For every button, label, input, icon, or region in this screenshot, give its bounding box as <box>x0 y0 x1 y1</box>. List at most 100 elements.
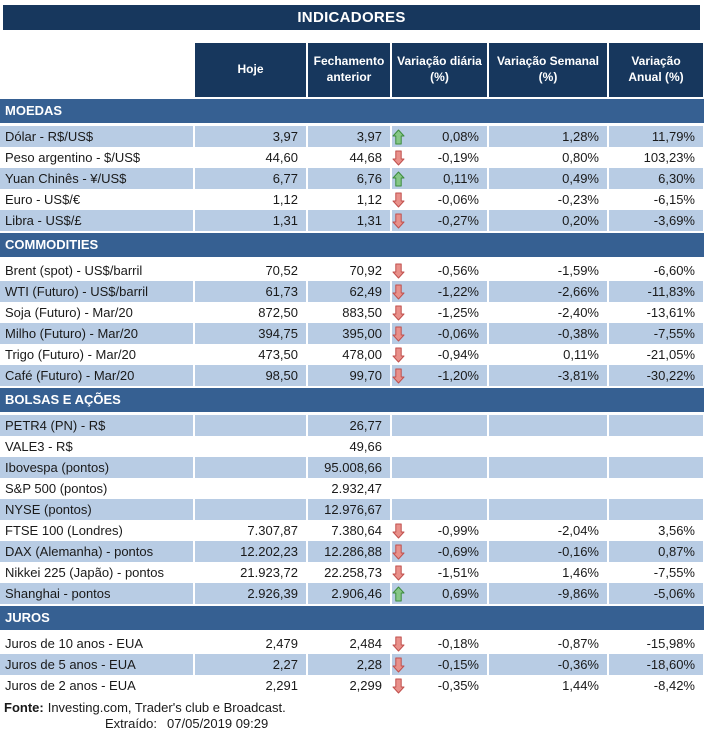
cell-hoje: 3,97 <box>195 126 306 147</box>
variacao-diaria-value: 0,08% <box>442 129 479 144</box>
cell-hoje: 6,77 <box>195 168 306 189</box>
col-header-fechamento-anterior: Fechamento anterior <box>308 43 390 97</box>
cell-variacao-anual: -7,55% <box>609 323 703 344</box>
row-label: Brent (spot) - US$/barril <box>5 263 143 278</box>
cell-variacao-diaria: 0,08% <box>392 126 487 147</box>
cell-variacao-diaria: -0,18% <box>392 633 487 654</box>
table-row: S&P 500 (pontos) 2.932,47 <box>0 478 704 499</box>
cell-variacao-diaria: -1,22% <box>392 281 487 302</box>
cell-fechamento: 6,76 <box>308 168 390 189</box>
section-header-bolsas-e-acoes: BOLSAS E AÇÕES <box>0 388 704 412</box>
cell-hoje: 872,50 <box>258 305 298 320</box>
table-row: PETR4 (PN) - R$ 26,77 <box>0 415 704 436</box>
col-header-hoje: Hoje <box>195 43 306 97</box>
arrow-down-icon <box>392 326 405 342</box>
arrow-down-icon <box>392 636 405 652</box>
cell-variacao-anual: -13,61% <box>646 305 695 320</box>
table-row: Libra - US$/£ 1,31 1,31 -0,27% 0,20% -3,69% <box>0 210 704 231</box>
variacao-diaria-value: -1,25% <box>437 305 479 320</box>
table-row: Juros de 10 anos - EUA 2,479 2,484 -0,18% -0… <box>0 633 704 654</box>
arrow-down-icon <box>392 544 405 560</box>
cell-variacao-semanal: 1,44% <box>562 678 599 693</box>
cell-variacao-semanal: -0,23% <box>557 192 599 207</box>
table-row: Dólar - R$/US$ 3,97 3,97 0,08% 1,28% 11,79% <box>0 126 704 147</box>
cell-variacao-semanal: -2,66% <box>489 281 607 302</box>
cell-hoje: 70,52 <box>265 263 298 278</box>
cell-variacao-anual: -11,83% <box>609 281 703 302</box>
cell-fechamento: 12.976,67 <box>308 499 390 520</box>
cell-hoje <box>195 499 306 520</box>
variacao-diaria-value: -0,35% <box>437 678 479 693</box>
cell-variacao-semanal: -2,04% <box>557 523 599 538</box>
cell-variacao-semanal <box>489 499 607 520</box>
cell-fechamento: 44,68 <box>349 150 382 165</box>
footer: Fonte: Investing.com, Trader's club e Bro… <box>0 700 704 732</box>
cell-variacao-anual: -21,05% <box>646 347 695 362</box>
row-label: PETR4 (PN) - R$ <box>0 415 193 436</box>
cell-variacao-diaria: -0,19% <box>392 147 487 168</box>
cell-hoje: 2,27 <box>195 654 306 675</box>
cell-variacao-anual: -15,98% <box>646 636 695 651</box>
cell-variacao-diaria: -0,06% <box>392 189 487 210</box>
cell-fechamento: 49,66 <box>349 439 382 454</box>
table-row: Milho (Futuro) - Mar/20 394,75 395,00 -0,06… <box>0 323 704 344</box>
cell-hoje: 61,73 <box>195 281 306 302</box>
section-header-moedas: MOEDAS <box>0 99 704 123</box>
row-label: DAX (Alemanha) - pontos <box>0 541 193 562</box>
variacao-diaria-value: -0,94% <box>437 347 479 362</box>
cell-variacao-diaria: -0,15% <box>392 654 487 675</box>
cell-variacao-anual: 11,79% <box>609 126 703 147</box>
variacao-diaria-value: 0,11% <box>443 171 479 186</box>
table-row: Brent (spot) - US$/barril 70,52 70,92 -0,56… <box>0 260 704 281</box>
cell-hoje: 473,50 <box>258 347 298 362</box>
cell-variacao-diaria: -0,06% <box>392 323 487 344</box>
source-text: Investing.com, Trader's club e Broadcast… <box>47 700 286 715</box>
cell-variacao-diaria: -0,99% <box>392 520 487 541</box>
row-label: Ibovespa (pontos) <box>0 457 193 478</box>
cell-variacao-diaria: -1,20% <box>392 365 487 386</box>
cell-fechamento: 2,28 <box>308 654 390 675</box>
table-row: Nikkei 225 (Japão) - pontos 21.923,72 22.2… <box>0 562 704 583</box>
cell-variacao-semanal: 1,46% <box>562 565 599 580</box>
cell-variacao-anual: 103,23% <box>643 150 695 165</box>
arrow-up-icon <box>392 171 405 187</box>
col-header-variacao-anual: Variação Anual (%) <box>609 43 703 97</box>
cell-variacao-diaria: -0,35% <box>392 675 487 696</box>
variacao-diaria-value: -0,19% <box>437 150 479 165</box>
row-label: Peso argentino - $/US$ <box>5 150 141 165</box>
cell-fechamento: 883,50 <box>342 305 382 320</box>
cell-fechamento: 7.380,64 <box>331 523 382 538</box>
row-label: WTI (Futuro) - US$/barril <box>0 281 193 302</box>
row-label: Juros de 10 anos - EUA <box>5 636 144 651</box>
cell-variacao-semanal: 0,49% <box>489 168 607 189</box>
cell-variacao-diaria: 0,69% <box>392 583 487 604</box>
title-bar: INDICADORES <box>3 5 700 30</box>
cell-variacao-anual: -6,60% <box>653 263 695 278</box>
cell-fechamento: 95.008,66 <box>308 457 390 478</box>
row-label: NYSE (pontos) <box>0 499 193 520</box>
row-label: Libra - US$/£ <box>0 210 193 231</box>
cell-hoje: 44,60 <box>265 150 298 165</box>
cell-fechamento: 12.286,88 <box>308 541 390 562</box>
table-row: Shanghai - pontos 2.926,39 2.906,46 0,69% -9… <box>0 583 704 604</box>
cell-variacao-anual: 6,30% <box>609 168 703 189</box>
arrow-down-icon <box>392 368 405 384</box>
cell-variacao-diaria <box>392 457 487 478</box>
section-header-commodities: COMMODITIES <box>0 233 704 257</box>
arrow-down-icon <box>392 305 405 321</box>
table-row: WTI (Futuro) - US$/barril 61,73 62,49 -1,22… <box>0 281 704 302</box>
cell-variacao-diaria: -1,25% <box>392 302 487 323</box>
arrow-down-icon <box>392 192 405 208</box>
cell-variacao-anual <box>609 457 703 478</box>
cell-fechamento: 395,00 <box>308 323 390 344</box>
cell-variacao-semanal: 1,28% <box>489 126 607 147</box>
extracted-label: Extraído: <box>105 716 158 731</box>
cell-variacao-anual: 3,56% <box>658 523 695 538</box>
row-label: Juros de 5 anos - EUA <box>0 654 193 675</box>
cell-variacao-anual: 0,87% <box>609 541 703 562</box>
extracted-line: Extraído: 07/05/2019 09:29 <box>0 716 704 732</box>
section-header-juros: JUROS <box>0 606 704 630</box>
cell-variacao-diaria: 0,11% <box>392 168 487 189</box>
table-row: Juros de 5 anos - EUA 2,27 2,28 -0,15% -0,36… <box>0 654 704 675</box>
table-row: Euro - US$/€ 1,12 1,12 -0,06% -0,23% -6,15% <box>0 189 704 210</box>
